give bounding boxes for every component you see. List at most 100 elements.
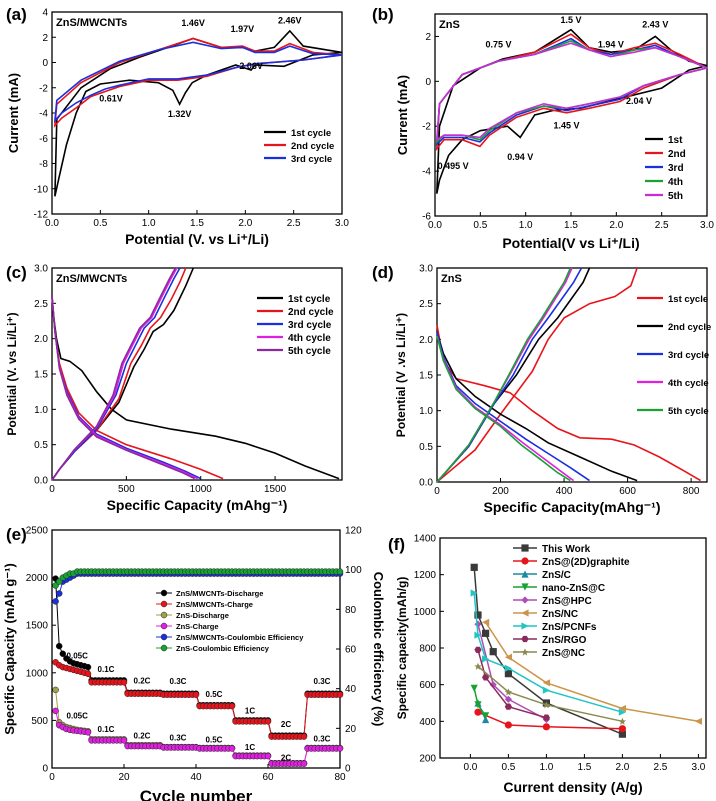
y-axis-title: Specific Capacity (mAh g⁻¹) <box>2 563 17 735</box>
y-tick-label: 1.0 <box>419 406 433 417</box>
x-tick-label: 20 <box>118 772 130 783</box>
x-tick-label: 80 <box>334 772 346 783</box>
y-tick-label: 0.5 <box>34 440 48 451</box>
rate-label: 0.3C <box>314 734 331 743</box>
y-tick-label: 1500 <box>26 621 49 632</box>
y-axis-title: Current (mA) <box>395 75 410 155</box>
marker <box>482 618 490 626</box>
y-axis-title: Current (mA) <box>6 73 21 153</box>
peak-annotation: 1.94 V <box>598 40 624 50</box>
cv-curve-3rd <box>435 37 708 147</box>
panel-label: (b) <box>372 5 394 24</box>
data-point <box>300 733 308 740</box>
y-tick-label: -10 <box>34 184 49 195</box>
x-tick-label: 2.0 <box>615 762 629 773</box>
panel-a: 0.0 0.5 1.0 1.5 2.0 2.5 3.0 -12 -10 -8 -6 -4 -2 0 2 4 Po… <box>6 5 349 247</box>
data-point <box>120 737 128 744</box>
rate-label: 0.2C <box>134 731 151 740</box>
x-tick-label: 2.5 <box>653 762 667 773</box>
y-tick-label: 600 <box>419 680 436 691</box>
y-tick-label: 1.5 <box>419 371 433 382</box>
panel-b: 0.0 0.5 1.0 1.5 2.0 2.5 3.0 -6 -4 -2 0 2 Potential(V… <box>372 5 714 251</box>
plot-frame <box>51 11 343 215</box>
y-tick-label: 0.5 <box>419 442 433 453</box>
legend-label: ZnS/PCNFs <box>542 622 597 633</box>
marker <box>521 557 529 565</box>
marker <box>470 589 478 597</box>
data-point <box>84 663 92 671</box>
marker <box>504 703 512 710</box>
legend-label: 1st <box>668 135 683 146</box>
marker <box>694 717 702 725</box>
x-tick-label: 1.0 <box>519 220 533 231</box>
y-tick-label: -2 <box>422 122 431 133</box>
marker <box>504 688 512 696</box>
y-tick-label: -4 <box>422 167 431 178</box>
marker <box>521 570 529 578</box>
y-tick-label: -6 <box>422 212 431 223</box>
peak-annotation: 2.06V <box>239 61 263 71</box>
peak-annotation: 1.45 V <box>553 120 579 130</box>
marker <box>521 635 529 643</box>
legend-label: 2nd cycle <box>288 307 334 318</box>
data-point <box>264 718 272 725</box>
rate-label: 0.5C <box>206 690 223 699</box>
discharge-curve <box>51 303 340 480</box>
panel-label: (c) <box>6 263 27 282</box>
y-tick-label: 0.0 <box>34 476 48 487</box>
peak-annotation: 2.46V <box>278 15 302 25</box>
y-axis-title: Specific capacity(mAh/g) <box>395 577 409 720</box>
x-tick-label: 2.0 <box>609 220 623 231</box>
marker <box>474 631 482 639</box>
panel-title: ZnS <box>439 19 460 31</box>
series-line <box>477 711 623 730</box>
y-tick-label: 2.0 <box>419 335 433 346</box>
y-tick-label: 1.5 <box>34 370 48 381</box>
series-line <box>484 621 699 723</box>
legend-label: 5th cycle <box>668 406 709 417</box>
data-point <box>59 650 67 658</box>
data-point <box>264 752 272 760</box>
marker <box>482 655 490 663</box>
legend-label: 2nd cycle <box>668 322 711 333</box>
marker <box>504 653 512 661</box>
legend-marker <box>160 633 168 641</box>
peak-annotation: 0.75 V <box>485 40 511 50</box>
panel-d: 0 200 400 600 800 0.0 0.5 1.0 1.5 2.0 2.5 3.0 Specif… <box>372 263 711 515</box>
legend-label: ZnS@HPC <box>542 596 592 607</box>
y-tick-label: 2.5 <box>419 299 433 310</box>
legend-label: ZnS@(2D)graphite <box>542 557 630 568</box>
x-axis-title: Specific Capacity (mAhg⁻¹) <box>107 497 288 513</box>
legend-label: ZnS/C <box>542 570 571 581</box>
series-line <box>473 592 623 713</box>
x-tick-label: 1.5 <box>564 220 578 231</box>
discharge-curve <box>51 296 224 480</box>
y-tick-label: -12 <box>34 210 49 221</box>
y-tick-label: 0.0 <box>419 478 433 489</box>
x-tick-label: 1000 <box>190 484 213 495</box>
x-tick-label: 0.0 <box>463 762 477 773</box>
charge-curve <box>436 267 573 483</box>
x-tick-label: 1.5 <box>577 762 591 773</box>
x-tick-label: 3.0 <box>335 218 349 229</box>
legend-label: ZnS@NC <box>542 648 585 659</box>
charge-curve <box>436 267 638 483</box>
marker <box>542 723 551 731</box>
legend-label: 3rd cycle <box>288 320 332 331</box>
data-point <box>336 691 344 698</box>
rate-label: 2C <box>281 753 291 762</box>
y-right-tick-label: 100 <box>345 565 362 576</box>
data-point <box>84 729 92 736</box>
marker <box>504 695 512 703</box>
y-right-axis-title: Coulombic efficiency (%) <box>371 572 386 727</box>
panel-label: (e) <box>6 525 27 544</box>
marker <box>482 715 490 724</box>
y-tick-label: -6 <box>39 134 48 145</box>
y-axis-title: Potential (V. vs Li/Li⁺) <box>5 312 19 435</box>
data-point <box>336 745 344 752</box>
legend-label: 2nd <box>668 149 686 160</box>
legend-label: 3rd cycle <box>291 154 332 165</box>
cv-curve-3rd-cycle <box>53 41 343 123</box>
y-tick-label: 1000 <box>414 607 437 618</box>
